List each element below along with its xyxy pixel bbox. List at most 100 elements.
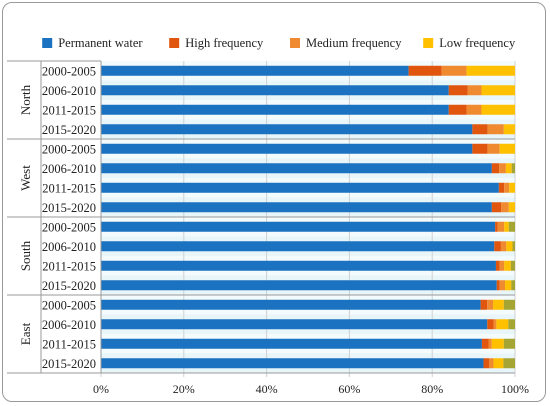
bar-segment bbox=[487, 319, 494, 330]
category-label: 2015-2020 bbox=[42, 357, 96, 371]
bar-segment bbox=[495, 221, 498, 232]
legend-label: Permanent water bbox=[58, 36, 143, 50]
bar-segment bbox=[101, 280, 497, 291]
bar-segment bbox=[504, 182, 510, 193]
bar-segment bbox=[493, 358, 504, 369]
bar-segment bbox=[510, 260, 515, 271]
bar-segment bbox=[101, 299, 481, 310]
category-label: 2006-2010 bbox=[42, 162, 96, 176]
bar-segment bbox=[483, 358, 490, 369]
bar-segment bbox=[101, 163, 492, 174]
stacked-bar-chart: 0% 20% 40% 60% 80% 100% 2000-2005 2006-2010 2011… bbox=[7, 36, 529, 396]
x-tick-label: 100% bbox=[501, 382, 529, 396]
bar-segment bbox=[497, 221, 505, 232]
bar-segment bbox=[101, 85, 449, 96]
bar-segment bbox=[487, 299, 494, 310]
bar-segment bbox=[481, 338, 489, 349]
x-tick-label: 60% bbox=[338, 382, 360, 396]
bar-segment bbox=[489, 358, 494, 369]
bar-segment bbox=[481, 85, 515, 96]
bar-segment bbox=[491, 202, 502, 213]
bar-segment bbox=[101, 104, 449, 115]
bar-segment bbox=[508, 319, 515, 330]
legend-swatch bbox=[423, 38, 434, 48]
bar-segment bbox=[480, 299, 488, 310]
bar-segment bbox=[472, 124, 488, 135]
bar-segment bbox=[503, 358, 515, 369]
legend-label: Low frequency bbox=[439, 36, 516, 50]
category-label: 2011-2015 bbox=[42, 259, 96, 273]
bar-segment bbox=[503, 338, 515, 349]
bar-segment bbox=[101, 338, 482, 349]
legend-swatch bbox=[42, 38, 53, 48]
bar-segment bbox=[101, 182, 499, 193]
bar-segment bbox=[499, 280, 506, 291]
group-label: North bbox=[18, 84, 33, 115]
category-label: 2015-2020 bbox=[42, 201, 96, 215]
bar-segment bbox=[503, 124, 515, 135]
category-label: 2006-2010 bbox=[42, 240, 96, 254]
bar-segment bbox=[511, 280, 515, 291]
bar-segment bbox=[101, 65, 409, 76]
category-label: 2015-2020 bbox=[42, 123, 96, 137]
bar-segment bbox=[101, 221, 496, 232]
bar-segment bbox=[499, 260, 505, 271]
bar-segment bbox=[508, 221, 515, 232]
bar-segment bbox=[101, 202, 492, 213]
category-label: 2000-2005 bbox=[42, 298, 96, 312]
bar-segment bbox=[408, 65, 442, 76]
bar-segment bbox=[509, 182, 515, 193]
bar-segment bbox=[495, 260, 500, 271]
category-label: 2000-2005 bbox=[42, 64, 96, 78]
bar-segment bbox=[506, 241, 513, 252]
bar-segment bbox=[487, 143, 500, 154]
category-label: 2000-2005 bbox=[42, 142, 96, 156]
x-tick-label: 80% bbox=[421, 382, 443, 396]
bar-segment bbox=[498, 182, 505, 193]
bar-segment bbox=[101, 319, 488, 330]
bar-segment bbox=[441, 65, 467, 76]
bar-segment bbox=[505, 163, 512, 174]
bar-segment bbox=[466, 65, 515, 76]
bar-segment bbox=[503, 299, 515, 310]
group-label: East bbox=[18, 322, 33, 345]
chart-frame: 0% 20% 40% 60% 80% 100% 2000-2005 2006-2010 2011… bbox=[2, 2, 546, 402]
bar-segment bbox=[491, 338, 504, 349]
bar-segment bbox=[488, 338, 492, 349]
category-label: 2000-2005 bbox=[42, 220, 96, 234]
category-label: 2015-2020 bbox=[42, 279, 96, 293]
bar-segment bbox=[466, 104, 482, 115]
bar-segment bbox=[101, 358, 484, 369]
bar-segment bbox=[493, 319, 497, 330]
bar-segment bbox=[467, 85, 482, 96]
bar-segment bbox=[511, 163, 515, 174]
bar-segment bbox=[512, 241, 515, 252]
bar-segment bbox=[481, 104, 515, 115]
group-label: South bbox=[18, 240, 33, 271]
bar-segment bbox=[101, 260, 496, 271]
bar-segment bbox=[499, 143, 515, 154]
x-tick-label: 40% bbox=[256, 382, 278, 396]
bar-segment bbox=[499, 163, 506, 174]
category-label: 2011-2015 bbox=[42, 337, 96, 351]
bar-segment bbox=[491, 163, 500, 174]
legend-label: High frequency bbox=[185, 36, 264, 50]
x-tick-label: 20% bbox=[173, 382, 195, 396]
bar-segment bbox=[496, 319, 509, 330]
bar-segment bbox=[500, 241, 507, 252]
bar-segment bbox=[504, 260, 511, 271]
bar-segment bbox=[496, 280, 500, 291]
bar-segment bbox=[448, 85, 468, 96]
group-label: West bbox=[18, 165, 33, 191]
bar-segment bbox=[508, 202, 515, 213]
bar-segment bbox=[487, 124, 504, 135]
category-label: 2011-2015 bbox=[42, 103, 96, 117]
bar-segment bbox=[501, 202, 509, 213]
bar-segment bbox=[101, 241, 495, 252]
bar-segment bbox=[448, 104, 467, 115]
category-label: 2011-2015 bbox=[42, 181, 96, 195]
bar-segment bbox=[505, 280, 512, 291]
legend-label: Medium frequency bbox=[306, 36, 402, 50]
bar-segment bbox=[504, 221, 509, 232]
legend-swatch bbox=[290, 38, 300, 48]
